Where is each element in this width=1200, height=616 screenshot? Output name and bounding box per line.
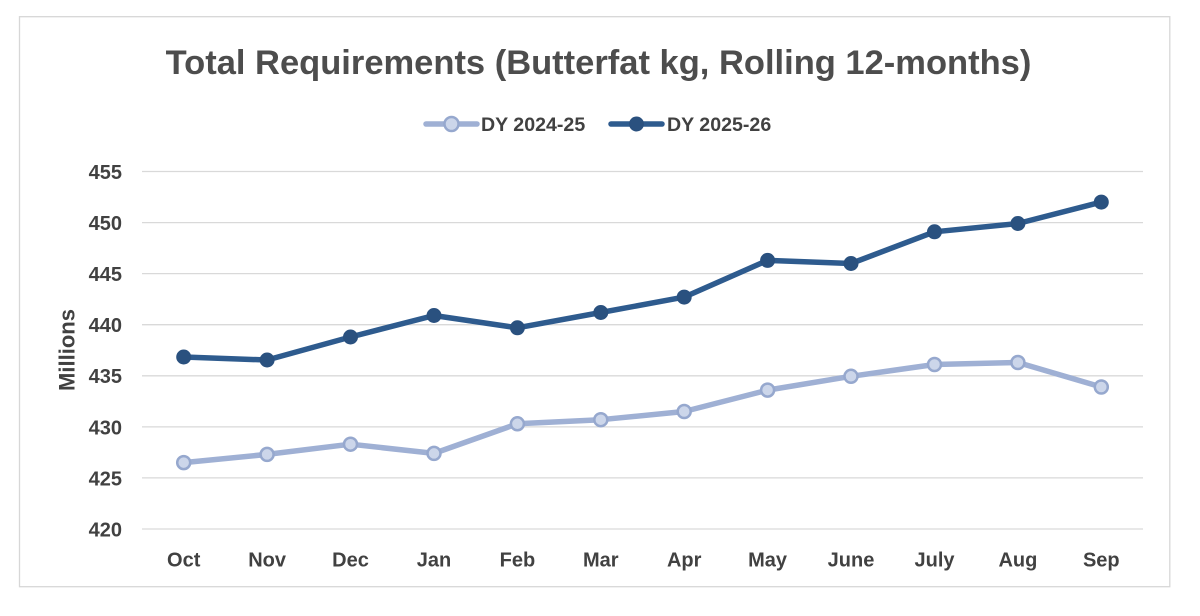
svg-text:DY 2024-25: DY 2024-25 [481, 114, 585, 136]
svg-text:May: May [748, 550, 788, 572]
svg-text:455: 455 [89, 162, 122, 184]
svg-text:435: 435 [89, 366, 122, 388]
svg-text:DY 2025-26: DY 2025-26 [667, 114, 771, 136]
svg-text:July: July [914, 550, 955, 572]
svg-text:Oct: Oct [167, 550, 201, 572]
svg-text:425: 425 [89, 468, 122, 490]
svg-text:Millions: Millions [55, 309, 80, 391]
svg-text:June: June [828, 550, 875, 572]
svg-text:Jan: Jan [417, 550, 451, 572]
svg-text:Dec: Dec [332, 550, 369, 572]
svg-text:440: 440 [89, 315, 122, 337]
svg-text:Feb: Feb [500, 550, 536, 572]
svg-text:Mar: Mar [583, 550, 619, 572]
svg-text:450: 450 [89, 213, 122, 235]
svg-text:Sep: Sep [1083, 550, 1120, 572]
svg-text:445: 445 [89, 264, 122, 286]
svg-text:420: 420 [89, 519, 122, 541]
svg-text:Total Requirements (Butterfat: Total Requirements (Butterfat kg, Rollin… [166, 44, 1032, 82]
svg-text:430: 430 [89, 417, 122, 439]
svg-text:Apr: Apr [667, 550, 702, 572]
svg-text:Aug: Aug [998, 550, 1037, 572]
svg-text:Nov: Nov [248, 550, 287, 572]
